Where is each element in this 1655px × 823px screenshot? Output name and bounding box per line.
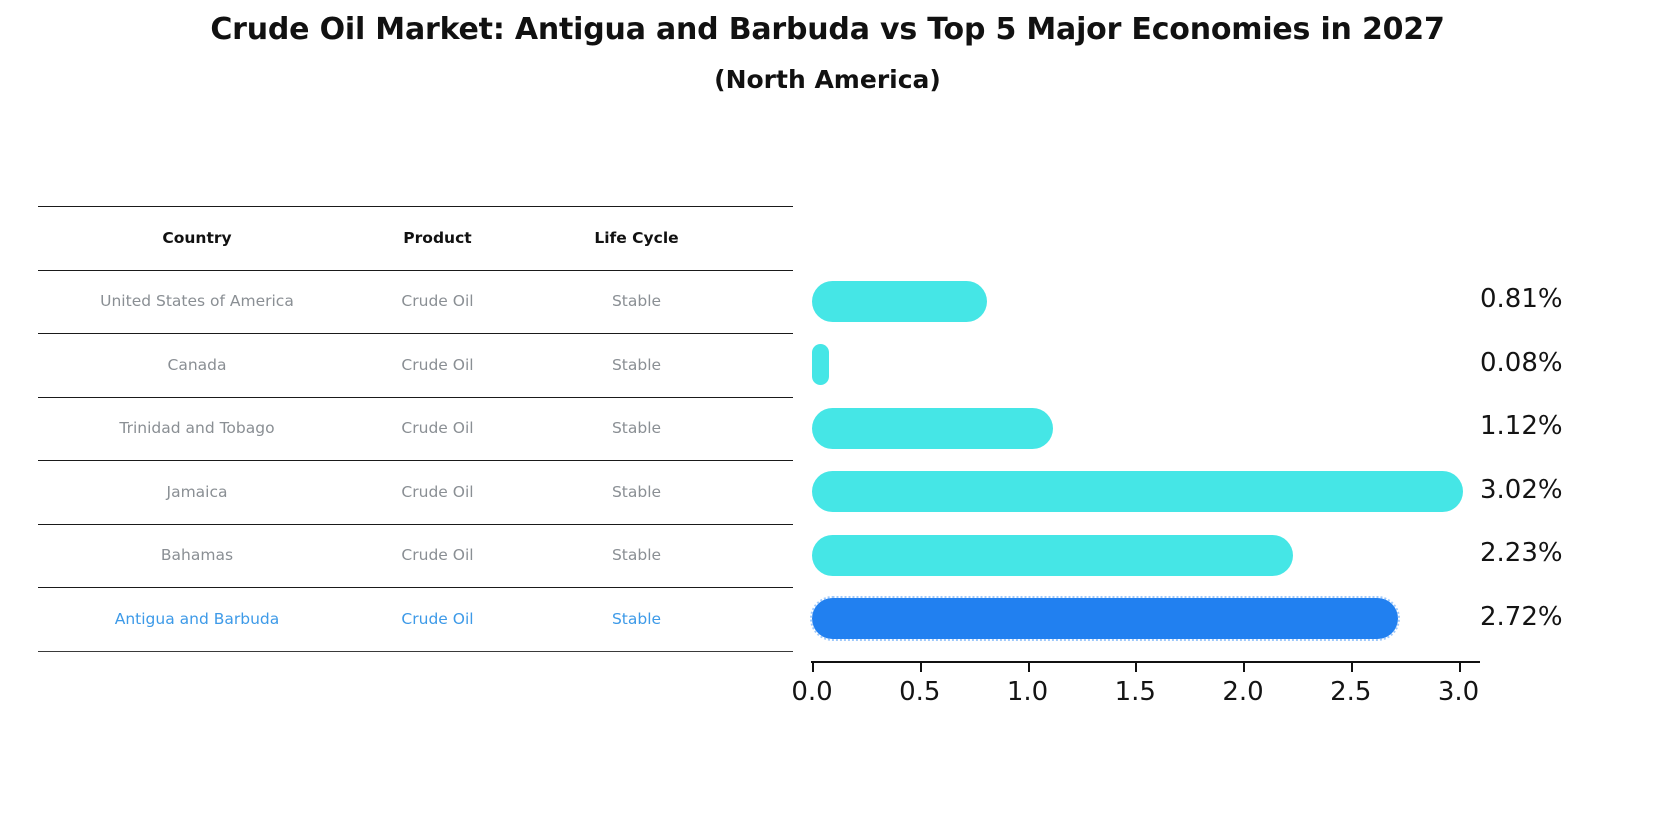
cell-country: Jamaica [166, 482, 228, 501]
x-axis-tick-label: 2.5 [1330, 677, 1372, 707]
cell-life-cycle: Stable [611, 609, 662, 628]
x-axis: 0.0 0.5 1.0 1.5 2.0 2.5 3.0 [791, 661, 1540, 721]
cell-country: United States of America [100, 292, 294, 311]
bar-highlight[interactable] [809, 596, 1401, 642]
table-rule [38, 396, 793, 398]
bar-row: 3.02% [0, 460, 1655, 524]
bar-row: 2.72% [0, 587, 1655, 651]
bar-row: 0.08% [0, 333, 1655, 397]
cell-life-cycle: Stable [611, 419, 662, 438]
column-header-country: Country [162, 228, 232, 247]
x-axis-line [811, 661, 1481, 664]
x-axis-tick-label: 3.0 [1437, 677, 1480, 707]
cell-product: Crude Oil [401, 355, 474, 374]
cell-life-cycle: Stable [611, 546, 662, 565]
bar-row: 2.23% [0, 524, 1655, 588]
page-subtitle: (North America) [714, 64, 941, 94]
cell-life-cycle: Stable [611, 355, 662, 374]
column-header-product: Product [403, 228, 472, 247]
page-title: Crude Oil Market: Antigua and Barbuda vs… [210, 12, 1445, 47]
cell-country: Bahamas [160, 546, 234, 565]
bar-value-label: 0.81% [1480, 284, 1563, 315]
cell-life-cycle: Stable [611, 292, 662, 311]
cell-product: Crude Oil [401, 419, 474, 438]
x-axis-tick [1458, 661, 1461, 672]
x-axis-tick [1135, 661, 1138, 672]
table-header-row: Country Product Life Cycle [38, 206, 793, 270]
bar-row: 0.81% [0, 270, 1655, 334]
table-rule [38, 523, 793, 525]
bar-value-label: 1.12% [1480, 411, 1563, 442]
bar-chart: 0.81% 0.08% 1.12% 3.02% 2.23% 2.72% [0, 206, 1655, 726]
table-rule [38, 650, 793, 652]
column-header-life-cycle: Life Cycle [594, 228, 679, 247]
table-row[interactable]: Canada Crude Oil Stable [38, 333, 793, 397]
bar[interactable] [812, 407, 1054, 449]
cell-product: Crude Oil [401, 609, 474, 628]
table-row[interactable]: Antigua and Barbuda Crude Oil Stable [38, 587, 793, 651]
x-axis-tick-label: 0.0 [791, 677, 833, 707]
bar[interactable] [812, 280, 987, 322]
bar-value-label: 0.08% [1480, 347, 1563, 378]
x-axis-tick [1350, 661, 1353, 672]
cell-country: Canada [167, 355, 227, 374]
bar-value-label: 2.23% [1480, 538, 1563, 569]
table-rule [38, 587, 793, 588]
x-axis-tick [1027, 661, 1030, 672]
bar[interactable] [812, 344, 830, 386]
bar[interactable] [812, 471, 1463, 513]
x-axis-tick-label: 2.0 [1222, 677, 1264, 707]
x-axis-tick [812, 661, 815, 672]
table-row[interactable]: Trinidad and Tobago Crude Oil Stable [38, 397, 793, 461]
cell-country: Antigua and Barbuda [114, 609, 280, 628]
cell-product: Crude Oil [401, 482, 474, 501]
x-axis-tick-label: 0.5 [899, 677, 941, 707]
bar-value-label: 3.02% [1480, 474, 1563, 505]
cell-product: Crude Oil [401, 546, 474, 565]
cell-product: Crude Oil [401, 292, 474, 311]
x-axis-tick-label: 1.5 [1114, 677, 1156, 707]
bar-value-label: 2.72% [1480, 601, 1563, 632]
x-axis-tick [919, 661, 922, 672]
table-rule [38, 269, 793, 271]
bar-row: 1.12% [0, 397, 1655, 461]
table-row[interactable]: Jamaica Crude Oil Stable [38, 460, 793, 524]
bar[interactable] [812, 534, 1293, 576]
title-block: Crude Oil Market: Antigua and Barbuda vs… [0, 10, 1655, 98]
table-row[interactable]: United States of America Crude Oil Stable [38, 270, 793, 334]
chart-plot-area: Country Product Life Cycle United States of… [0, 206, 1655, 726]
x-axis-tick-label: 1.0 [1006, 677, 1049, 707]
cell-country: Trinidad and Tobago [119, 419, 275, 438]
table-rule [38, 333, 793, 334]
table-row[interactable]: Bahamas Crude Oil Stable [38, 524, 793, 588]
x-axis-tick [1243, 661, 1246, 672]
table-rule [38, 206, 793, 207]
cell-life-cycle: Stable [611, 482, 662, 501]
table-rule [38, 460, 793, 461]
